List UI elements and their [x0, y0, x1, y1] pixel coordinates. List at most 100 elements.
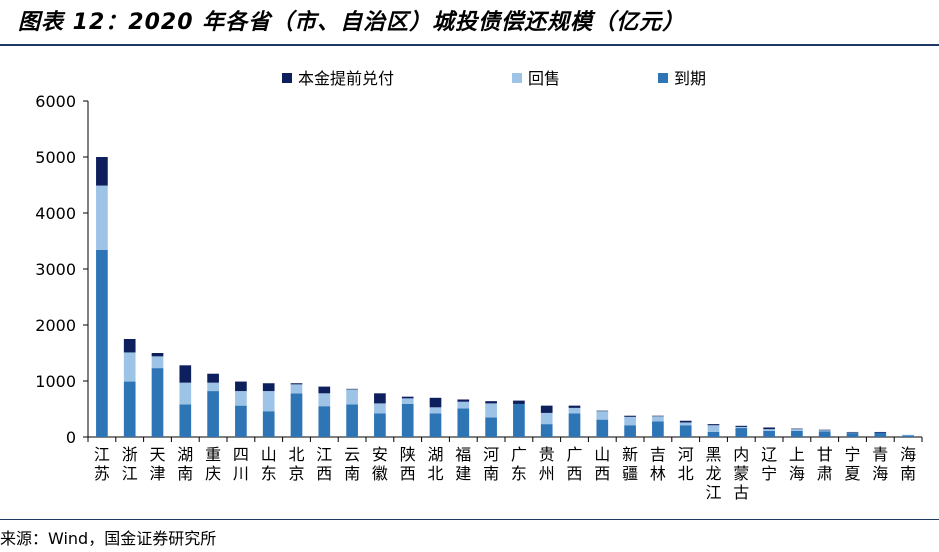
x-tick-label: 湖	[177, 445, 193, 464]
stacked-bar-chart: 0100020003000400050006000江苏浙江天津湖南重庆四川山东北…	[35, 69, 923, 502]
x-tick-label: 广	[511, 445, 527, 464]
bar-到期	[596, 419, 609, 437]
bar-回售	[902, 434, 914, 436]
bar-到期	[540, 424, 553, 437]
bar-回售	[846, 432, 859, 434]
x-tick-label: 疆	[622, 464, 638, 483]
bar-回售	[735, 426, 748, 429]
legend-swatch	[658, 73, 668, 83]
bar-回售	[262, 391, 275, 412]
bar-回售	[791, 429, 803, 431]
x-tick-label: 甘	[817, 445, 833, 464]
bar-本金提前兑付	[374, 393, 386, 404]
x-tick-label: 南	[483, 464, 499, 483]
bar-到期	[401, 403, 414, 437]
y-tick-label: 0	[66, 428, 76, 447]
bar-本金提前兑付	[874, 431, 887, 433]
bar-本金提前兑付	[96, 157, 108, 186]
x-tick-label: 广	[566, 445, 582, 464]
x-tick-label: 江	[94, 445, 110, 464]
x-tick-label: 湖	[427, 445, 443, 464]
x-tick-label: 苏	[94, 464, 110, 483]
bar-到期	[846, 433, 859, 437]
source-divider	[0, 519, 939, 520]
bar-本金提前兑付	[123, 339, 136, 353]
x-tick-label: 浙	[122, 445, 138, 464]
bar-到期	[735, 428, 748, 437]
x-tick-label: 海	[872, 464, 888, 483]
bar-本金提前兑付	[179, 365, 192, 383]
bar-到期	[179, 404, 192, 437]
bar-到期	[874, 432, 887, 437]
x-tick-label: 陕	[400, 445, 416, 464]
bar-到期	[513, 403, 525, 437]
bar-回售	[624, 416, 636, 426]
source-note: 来源：Wind，国金证券研究所	[0, 529, 217, 548]
legend-label: 到期	[674, 69, 706, 88]
legend-swatch	[282, 73, 292, 83]
bar-回售	[652, 416, 664, 422]
x-tick-label: 宁	[761, 464, 777, 483]
x-tick-label: 东	[261, 464, 277, 483]
bar-本金提前兑付	[707, 424, 720, 426]
bar-本金提前兑付	[846, 431, 859, 433]
bar-回售	[346, 389, 358, 405]
legend-swatch	[512, 73, 522, 83]
x-tick-label: 河	[483, 445, 499, 464]
bar-回售	[540, 412, 553, 425]
bar-本金提前兑付	[151, 353, 164, 357]
x-tick-label: 龙	[705, 464, 721, 483]
x-tick-label: 京	[288, 464, 304, 483]
title-divider	[0, 44, 939, 46]
bar-本金提前兑付	[318, 386, 331, 394]
bar-到期	[624, 425, 636, 437]
bar-回售	[318, 393, 331, 407]
x-tick-label: 辽	[761, 445, 777, 464]
x-tick-label: 重	[205, 445, 221, 464]
x-tick-label: 南	[344, 464, 360, 483]
bar-本金提前兑付	[207, 373, 219, 383]
bar-到期	[763, 430, 775, 437]
bar-回售	[596, 411, 609, 420]
y-tick-label: 3000	[35, 260, 76, 279]
bar-本金提前兑付	[262, 383, 275, 392]
bar-到期	[902, 435, 914, 437]
bar-回售	[485, 403, 497, 418]
bar-回售	[207, 382, 219, 392]
bar-回售	[290, 384, 303, 394]
x-tick-label: 蒙	[733, 464, 749, 483]
x-tick-label: 庆	[205, 464, 221, 483]
bar-到期	[707, 431, 720, 437]
x-tick-label: 川	[233, 464, 249, 483]
x-tick-label: 福	[455, 445, 471, 464]
x-tick-label: 江	[122, 464, 138, 483]
bar-本金提前兑付	[763, 427, 775, 430]
bar-到期	[235, 405, 247, 437]
bar-到期	[151, 368, 164, 437]
x-tick-label: 云	[344, 445, 360, 464]
bar-到期	[679, 425, 692, 437]
bar-回售	[818, 430, 831, 432]
bar-本金提前兑付	[235, 381, 247, 392]
bar-到期	[96, 249, 108, 437]
bar-本金提前兑付	[735, 425, 748, 427]
x-tick-label: 四	[233, 445, 249, 464]
x-tick-label: 河	[678, 445, 694, 464]
x-tick-label: 山	[261, 445, 277, 464]
bar-到期	[207, 391, 219, 437]
bar-到期	[791, 430, 803, 437]
bar-本金提前兑付	[624, 415, 636, 417]
x-tick-label: 夏	[844, 464, 860, 483]
x-tick-label: 江	[705, 483, 721, 502]
bar-到期	[485, 417, 497, 437]
y-tick-label: 4000	[35, 204, 76, 223]
bar-回售	[96, 185, 108, 250]
bar-回售	[707, 425, 720, 432]
y-tick-label: 6000	[35, 92, 76, 111]
bar-本金提前兑付	[457, 399, 470, 402]
x-tick-label: 山	[594, 445, 610, 464]
x-tick-label: 宁	[844, 445, 860, 464]
bar-本金提前兑付	[540, 405, 553, 413]
bar-本金提前兑付	[429, 397, 442, 408]
x-tick-label: 东	[511, 464, 527, 483]
